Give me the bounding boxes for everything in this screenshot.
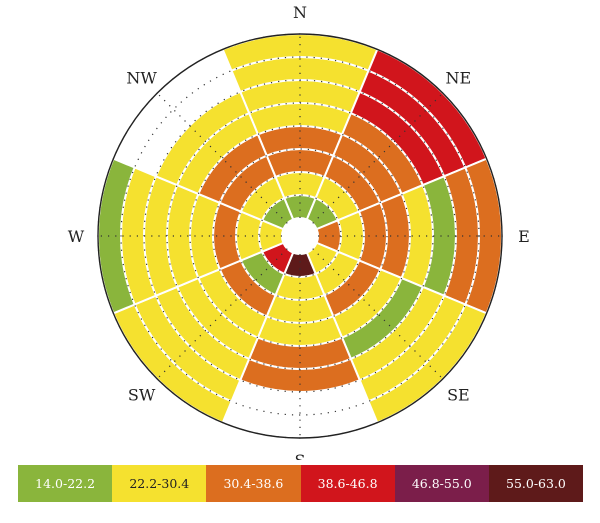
guide-ring (120, 56, 480, 416)
legend: 14.0-22.2 22.2-30.4 30.4-38.6 38.6-46.8 46.8… (18, 465, 584, 502)
direction-label-s: S (295, 451, 306, 460)
wind-rose-chart: N NE E SE S SW W NW (68, 3, 530, 460)
guide-ring (189, 125, 411, 347)
direction-label-e: E (518, 227, 530, 246)
guide-ring (258, 194, 342, 278)
guide-ring (235, 171, 365, 301)
legend-item-6: 55.0-63.0 (488, 465, 584, 502)
direction-label-nw: NW (126, 69, 157, 88)
direction-label-ne: NE (446, 69, 472, 88)
rose-segments (97, 33, 503, 424)
direction-label-w: W (68, 227, 85, 246)
direction-label-sw: SW (128, 385, 156, 404)
legend-item-5: 46.8-55.0 (394, 465, 489, 502)
legend-item-2: 22.2-30.4 (112, 465, 207, 502)
guide-ring (166, 102, 434, 370)
direction-label-se: SE (447, 385, 470, 404)
legend-item-4: 38.6-46.8 (300, 465, 395, 502)
direction-label-n: N (293, 3, 307, 22)
direction-labels: N NE E SE S SW W NW (68, 3, 530, 460)
outer-circle (97, 33, 503, 439)
legend-item-3: 30.4-38.6 (206, 465, 301, 502)
legend-item-1: 14.0-22.2 (18, 465, 113, 502)
segment-nw-6 (154, 90, 251, 187)
guide-ring (212, 148, 388, 324)
